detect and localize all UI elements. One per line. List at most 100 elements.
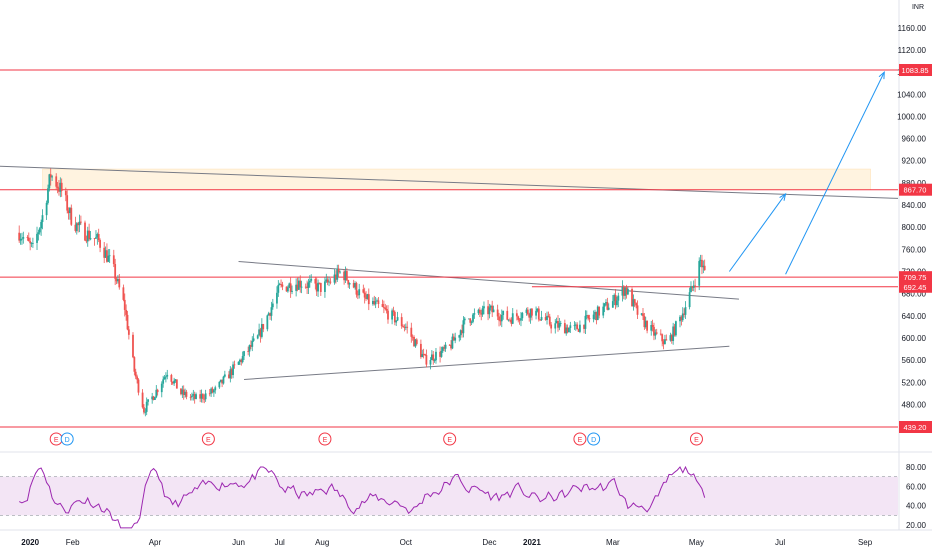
time-tick-label: 2020	[21, 538, 39, 547]
candle-body	[684, 307, 687, 315]
candle-body	[500, 314, 503, 322]
candle-body	[365, 297, 367, 299]
candle-body	[51, 176, 53, 178]
candle-body	[539, 319, 542, 321]
candle-body	[694, 285, 696, 287]
candle-body	[400, 317, 403, 327]
event-marker	[573, 432, 587, 446]
candle-body	[345, 271, 348, 281]
candle-body	[651, 324, 654, 327]
candle-body	[679, 316, 681, 322]
event-marker-label: D	[591, 437, 596, 444]
candle-body	[665, 339, 668, 341]
level-label: 439.20	[904, 423, 927, 432]
candle-body	[594, 311, 596, 315]
candle-body	[518, 319, 521, 321]
candle-body	[106, 250, 108, 262]
candle-body	[114, 264, 117, 279]
candle-body	[439, 351, 441, 357]
candle-body	[29, 241, 32, 244]
candle-body	[251, 340, 254, 347]
level-label-background	[899, 271, 932, 284]
candle-body	[182, 389, 185, 395]
candle-body	[664, 339, 666, 345]
candle-body	[285, 286, 288, 292]
candle-body	[112, 255, 115, 265]
candle-body	[289, 283, 292, 292]
candle-body	[555, 321, 558, 324]
projection-arrow-long	[785, 71, 885, 275]
candle-body	[107, 255, 110, 262]
candle-body	[79, 221, 82, 223]
candle-body	[683, 313, 686, 315]
candle-body	[249, 345, 252, 347]
candle-body	[363, 292, 366, 298]
candle-body	[337, 268, 340, 273]
candle-body	[642, 313, 644, 317]
level-label: 867.70	[904, 186, 927, 195]
candle-body	[414, 339, 417, 347]
candle-body	[192, 394, 195, 396]
candle-body	[202, 394, 204, 399]
candle-body	[461, 330, 463, 334]
candle-body	[502, 310, 505, 315]
candle-body	[164, 376, 167, 378]
rsi-line	[18, 465, 706, 529]
candle-body	[625, 287, 628, 295]
candle-body	[650, 324, 653, 331]
candle-body	[40, 222, 43, 229]
candle-body	[151, 396, 154, 400]
candle-body	[602, 306, 605, 316]
projection-arrow-short-head	[779, 192, 787, 201]
candle-body	[89, 238, 92, 240]
event-marker-label: E	[694, 437, 699, 444]
candle-body	[622, 286, 625, 296]
rsi-tick-label: 40.00	[906, 502, 927, 511]
candle-body	[132, 334, 134, 358]
candle-body	[681, 313, 684, 321]
candle-body	[670, 335, 673, 341]
candle-body	[577, 329, 580, 332]
candle-body	[304, 286, 307, 288]
level-label: 1083.85	[901, 66, 928, 75]
candle-body	[396, 317, 399, 321]
candle-body	[550, 324, 553, 329]
candle-body	[287, 287, 289, 292]
candle-body	[381, 304, 384, 307]
candle-body	[573, 325, 576, 327]
price-tick-label: 480.00	[902, 400, 927, 409]
candle-body	[376, 300, 378, 302]
candle-body	[478, 309, 481, 314]
candle-body	[173, 380, 176, 384]
candle-body	[184, 391, 186, 395]
candle-body	[277, 284, 280, 293]
candle-body	[258, 329, 261, 336]
candle-body	[47, 188, 49, 203]
candle-body	[640, 313, 643, 315]
candle-body	[108, 255, 111, 257]
candle-body	[347, 280, 350, 285]
event-marker-label: D	[65, 437, 70, 444]
candle-body	[218, 381, 221, 388]
rsi-tick-label: 80.00	[906, 463, 927, 472]
candle-body	[701, 259, 703, 268]
candle-body	[644, 320, 647, 328]
candle-body	[568, 327, 570, 333]
candle-body	[60, 182, 63, 191]
candle-body	[607, 307, 610, 310]
candle-body	[67, 210, 70, 214]
candle-body	[617, 295, 620, 301]
candle-body	[199, 394, 202, 399]
candle-body	[317, 282, 319, 292]
candle-body	[546, 315, 548, 320]
candle-body	[248, 345, 251, 352]
candle-body	[403, 327, 406, 328]
price-tick-label: 880.00	[902, 179, 927, 188]
candle-body	[126, 314, 129, 330]
candle-body	[38, 228, 41, 233]
candle-body	[472, 314, 474, 322]
candle-body	[643, 316, 646, 328]
time-tick-label: 2021	[523, 538, 541, 547]
